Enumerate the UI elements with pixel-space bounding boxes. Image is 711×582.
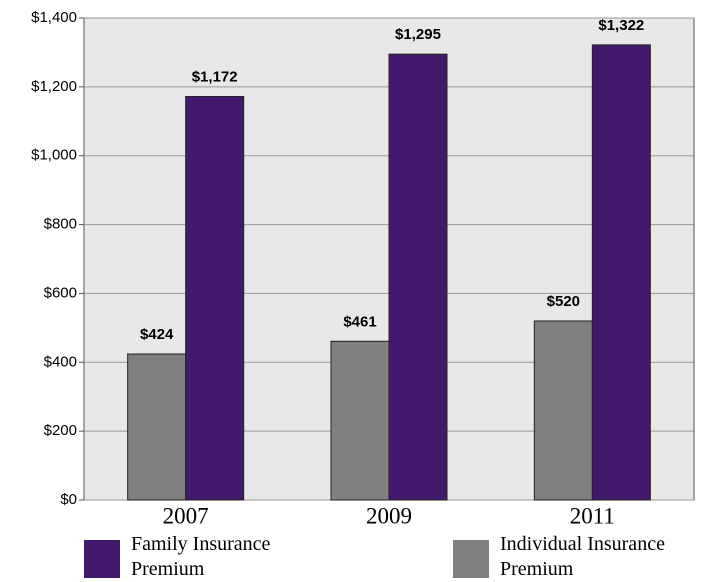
x-tick-label: 2009 [366,503,412,528]
y-tick-label: $0 [60,491,77,508]
y-tick-label: $200 [44,422,77,439]
bar [127,353,187,501]
bar [388,53,448,501]
bar [330,340,390,501]
bar [591,44,651,501]
legend-item: Family Insurance Premium [84,532,311,582]
value-label: $461 [343,313,376,330]
y-tick-label: $600 [44,284,77,301]
bar [185,95,245,501]
value-label: $520 [547,293,580,310]
y-tick-label: $1,000 [31,147,77,164]
legend-swatch [453,540,489,578]
legend-label: Individual Insurance Premium [500,533,665,580]
x-tick-label: 2007 [163,503,209,528]
x-tick-label: 2011 [570,503,615,528]
value-label: $1,322 [598,17,644,34]
y-tick-label: $400 [44,353,77,370]
value-label: $1,172 [192,68,238,85]
y-tick-label: $1,400 [31,9,77,26]
y-tick-label: $800 [44,216,77,233]
legend-item: Individual Insurance Premium [453,532,680,582]
value-label: $1,295 [395,26,441,43]
value-label: $424 [140,326,174,343]
bar [533,320,593,501]
legend-swatch [84,540,120,578]
y-tick-label: $1,200 [31,78,77,95]
legend-label: Family Insurance Premium [131,533,271,580]
